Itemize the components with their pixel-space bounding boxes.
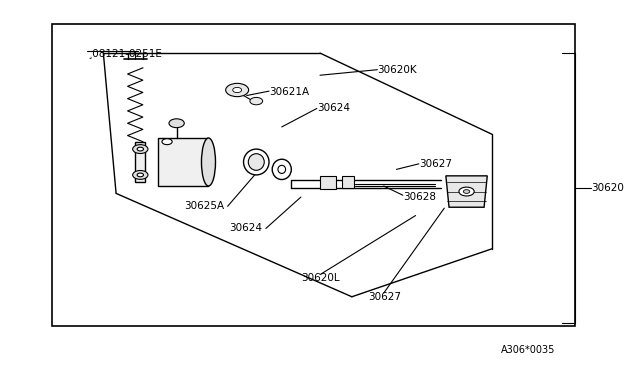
Circle shape: [162, 139, 172, 145]
Text: 30620K: 30620K: [378, 65, 417, 75]
Bar: [157, 138, 209, 186]
Text: A306*0035: A306*0035: [501, 345, 556, 355]
Circle shape: [132, 170, 148, 179]
Text: 30627: 30627: [419, 159, 452, 169]
Circle shape: [137, 173, 143, 177]
Text: ¸08121-0251E: ¸08121-0251E: [88, 48, 163, 58]
Circle shape: [459, 187, 474, 196]
Bar: [52, 23, 575, 326]
Circle shape: [132, 145, 148, 154]
Circle shape: [233, 87, 242, 93]
Circle shape: [250, 97, 262, 105]
Text: 30620: 30620: [591, 183, 624, 193]
Text: 30624: 30624: [317, 103, 350, 113]
Circle shape: [137, 147, 143, 151]
Text: 30627: 30627: [368, 292, 401, 302]
Text: 30624: 30624: [230, 224, 262, 234]
Bar: [342, 176, 354, 188]
Circle shape: [169, 119, 184, 128]
Circle shape: [463, 190, 470, 193]
Ellipse shape: [278, 165, 285, 173]
Ellipse shape: [272, 159, 291, 180]
Circle shape: [226, 83, 248, 97]
Text: 30628: 30628: [403, 192, 436, 202]
Ellipse shape: [244, 149, 269, 175]
Ellipse shape: [248, 154, 264, 170]
Text: 30620L: 30620L: [301, 273, 339, 283]
Polygon shape: [446, 176, 487, 207]
Bar: [135, 142, 145, 182]
Ellipse shape: [202, 138, 216, 186]
Bar: [320, 176, 336, 189]
Text: 30625A: 30625A: [184, 201, 225, 211]
Text: 30621A: 30621A: [269, 87, 309, 97]
